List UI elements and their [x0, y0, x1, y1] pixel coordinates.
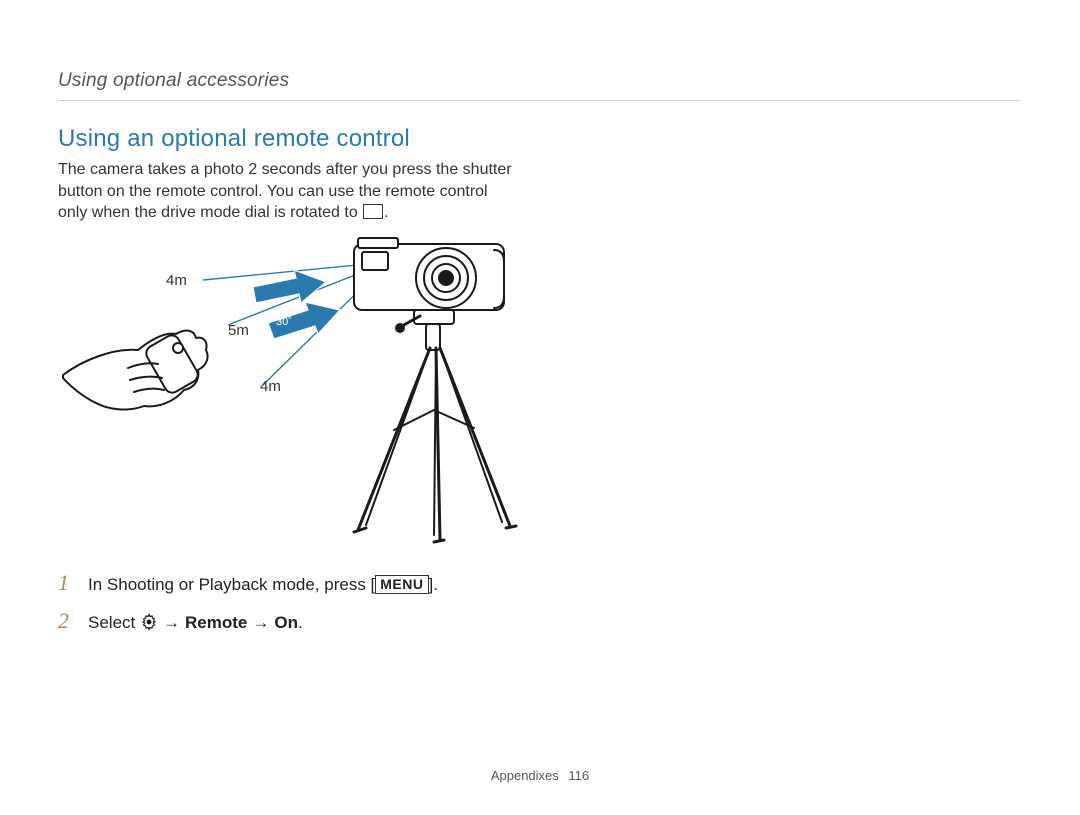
- body-line-2: button on the remote control. You can us…: [58, 183, 488, 200]
- step-1-text: In Shooting or Playback mode, press [MEN…: [88, 571, 438, 598]
- body-line-1: The camera takes a photo 2 seconds after…: [58, 161, 512, 178]
- angle-badge-upper: 30˚: [228, 284, 244, 296]
- step-2-pre: Select: [88, 613, 140, 632]
- step-2-post: .: [298, 613, 303, 632]
- distance-label-mid: 5m: [228, 322, 249, 339]
- step-2-text: Select → Remote → On.: [88, 609, 303, 639]
- step-number: 2: [58, 608, 76, 634]
- settings-gear-icon: [140, 612, 158, 639]
- remote-range-figure: 4m 5m 4m 30˚ 30˚: [58, 230, 558, 560]
- step-1-post: ].: [429, 575, 438, 594]
- menu-path-remote: Remote: [185, 613, 247, 632]
- angle-badge-lower: 30˚: [276, 316, 292, 328]
- page-footer: Appendixes 116: [0, 768, 1080, 783]
- body-paragraph: The camera takes a photo 2 seconds after…: [58, 159, 558, 224]
- arrow-icon: →: [252, 613, 269, 632]
- menu-path-on: On: [274, 613, 298, 632]
- distance-label-top: 4m: [166, 272, 187, 289]
- step-1: 1 In Shooting or Playback mode, press [M…: [58, 570, 578, 598]
- body-line-3-post: .: [384, 204, 388, 221]
- arrow-icon: →: [163, 613, 180, 632]
- menu-button-icon: MENU: [375, 575, 428, 594]
- step-2: 2 Select → Remote → On.: [58, 608, 578, 639]
- steps-list: 1 In Shooting or Playback mode, press [M…: [58, 570, 578, 639]
- body-line-3-pre: only when the drive mode dial is rotated…: [58, 204, 362, 221]
- drive-mode-dial-icon: [363, 204, 383, 219]
- footer-section: Appendixes: [491, 768, 559, 783]
- figure-svg: [58, 230, 558, 560]
- footer-page-number: 116: [568, 768, 589, 783]
- section-title: Using an optional remote control: [58, 125, 1020, 153]
- step-1-pre: In Shooting or Playback mode, press [: [88, 575, 375, 594]
- step-number: 1: [58, 570, 76, 596]
- breadcrumb: Using optional accessories: [58, 70, 1020, 101]
- distance-label-bottom: 4m: [260, 378, 281, 395]
